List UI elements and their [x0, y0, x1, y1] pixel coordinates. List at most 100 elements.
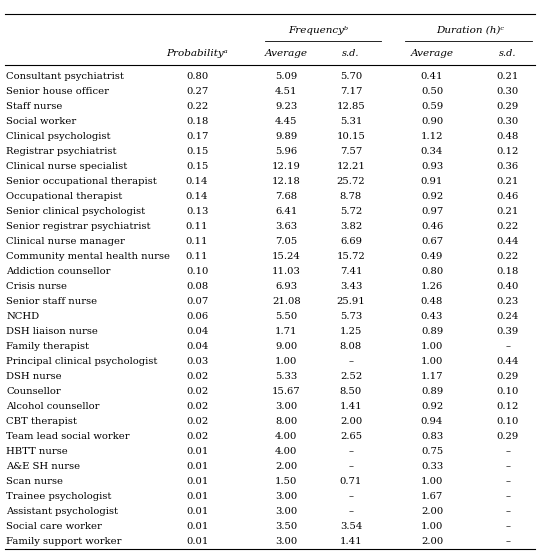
Text: Addiction counsellor: Addiction counsellor: [6, 267, 111, 276]
Text: 0.01: 0.01: [186, 522, 208, 531]
Text: 3.00: 3.00: [275, 402, 298, 411]
Text: 12.19: 12.19: [272, 162, 301, 171]
Text: CBT therapist: CBT therapist: [6, 417, 77, 426]
Text: –: –: [505, 462, 510, 471]
Text: 6.93: 6.93: [275, 282, 297, 291]
Text: 0.91: 0.91: [421, 177, 443, 186]
Text: 1.26: 1.26: [421, 282, 443, 291]
Text: Crisis nurse: Crisis nurse: [6, 282, 68, 291]
Text: 4.00: 4.00: [275, 432, 298, 441]
Text: –: –: [505, 537, 510, 546]
Text: 2.00: 2.00: [421, 507, 443, 516]
Text: Clinical psychologist: Clinical psychologist: [6, 132, 111, 141]
Text: 0.90: 0.90: [421, 117, 443, 126]
Text: 0.11: 0.11: [186, 252, 208, 261]
Text: 0.18: 0.18: [496, 267, 519, 276]
Text: Consultant psychiatrist: Consultant psychiatrist: [6, 72, 124, 81]
Text: 4.45: 4.45: [275, 117, 298, 126]
Text: 8.00: 8.00: [275, 417, 298, 426]
Text: 0.01: 0.01: [186, 507, 208, 516]
Text: 0.22: 0.22: [186, 102, 208, 111]
Text: 0.71: 0.71: [340, 477, 362, 486]
Text: 0.22: 0.22: [496, 252, 519, 261]
Text: 3.00: 3.00: [275, 507, 298, 516]
Text: DSH nurse: DSH nurse: [6, 372, 62, 381]
Text: Counsellor: Counsellor: [6, 387, 61, 396]
Text: 0.02: 0.02: [186, 417, 208, 426]
Text: 15.67: 15.67: [272, 387, 301, 396]
Text: –: –: [505, 522, 510, 531]
Text: 0.15: 0.15: [186, 147, 208, 156]
Text: 0.23: 0.23: [496, 297, 519, 306]
Text: 5.50: 5.50: [275, 312, 298, 321]
Text: 8.08: 8.08: [340, 342, 362, 351]
Text: 0.03: 0.03: [186, 357, 208, 366]
Text: 2.00: 2.00: [275, 462, 298, 471]
Text: 1.00: 1.00: [421, 357, 443, 366]
Text: 0.02: 0.02: [186, 402, 208, 411]
Text: –: –: [348, 357, 354, 366]
Text: 0.34: 0.34: [421, 147, 443, 156]
Text: 3.63: 3.63: [275, 222, 297, 231]
Text: 1.41: 1.41: [340, 537, 362, 546]
Text: 1.12: 1.12: [421, 132, 443, 141]
Text: 25.72: 25.72: [336, 177, 366, 186]
Text: 0.80: 0.80: [421, 267, 443, 276]
Text: 3.00: 3.00: [275, 537, 298, 546]
Text: 0.89: 0.89: [421, 327, 443, 336]
Text: 1.25: 1.25: [340, 327, 362, 336]
Text: Frequencyᵇ: Frequencyᵇ: [288, 26, 349, 35]
Text: Principal clinical psychologist: Principal clinical psychologist: [6, 357, 158, 366]
Text: Community mental health nurse: Community mental health nurse: [6, 252, 171, 261]
Text: 1.00: 1.00: [275, 357, 298, 366]
Text: 0.48: 0.48: [496, 132, 519, 141]
Text: Senior occupational therapist: Senior occupational therapist: [6, 177, 157, 186]
Text: Assistant psychologist: Assistant psychologist: [6, 507, 118, 516]
Text: 11.03: 11.03: [272, 267, 301, 276]
Text: 0.59: 0.59: [421, 102, 443, 111]
Text: 0.67: 0.67: [421, 237, 443, 246]
Text: 0.07: 0.07: [186, 297, 208, 306]
Text: Senior staff nurse: Senior staff nurse: [6, 297, 98, 306]
Text: 15.24: 15.24: [272, 252, 301, 261]
Text: 0.10: 0.10: [496, 417, 519, 426]
Text: 0.04: 0.04: [186, 327, 208, 336]
Text: 0.06: 0.06: [186, 312, 208, 321]
Text: 0.44: 0.44: [496, 237, 519, 246]
Text: 0.46: 0.46: [496, 192, 519, 201]
Text: Duration (h)ᶜ: Duration (h)ᶜ: [436, 26, 504, 35]
Text: 0.17: 0.17: [186, 132, 208, 141]
Text: 1.71: 1.71: [275, 327, 298, 336]
Text: 3.43: 3.43: [340, 282, 362, 291]
Text: Senior clinical psychologist: Senior clinical psychologist: [6, 207, 146, 216]
Text: 12.21: 12.21: [336, 162, 366, 171]
Text: 0.49: 0.49: [421, 252, 443, 261]
Text: 3.00: 3.00: [275, 492, 298, 501]
Text: 7.17: 7.17: [340, 87, 362, 96]
Text: Family therapist: Family therapist: [6, 342, 90, 351]
Text: Scan nurse: Scan nurse: [6, 477, 64, 486]
Text: 2.00: 2.00: [340, 417, 362, 426]
Text: 10.15: 10.15: [336, 132, 366, 141]
Text: 7.57: 7.57: [340, 147, 362, 156]
Text: 6.41: 6.41: [275, 207, 298, 216]
Text: 9.00: 9.00: [275, 342, 298, 351]
Text: 0.29: 0.29: [496, 372, 519, 381]
Text: 1.00: 1.00: [421, 342, 443, 351]
Text: 0.10: 0.10: [496, 387, 519, 396]
Text: Family support worker: Family support worker: [6, 537, 122, 546]
Text: 0.10: 0.10: [186, 267, 208, 276]
Text: 0.36: 0.36: [497, 162, 518, 171]
Text: 0.93: 0.93: [421, 162, 443, 171]
Text: 0.21: 0.21: [496, 207, 519, 216]
Text: 0.11: 0.11: [186, 237, 208, 246]
Text: 0.92: 0.92: [421, 192, 443, 201]
Text: 0.39: 0.39: [496, 327, 519, 336]
Text: Clinical nurse manager: Clinical nurse manager: [6, 237, 125, 246]
Text: Social worker: Social worker: [6, 117, 77, 126]
Text: s.d.: s.d.: [342, 49, 360, 58]
Text: –: –: [505, 342, 510, 351]
Text: 0.43: 0.43: [421, 312, 443, 321]
Text: 0.40: 0.40: [496, 282, 519, 291]
Text: DSH liaison nurse: DSH liaison nurse: [6, 327, 98, 336]
